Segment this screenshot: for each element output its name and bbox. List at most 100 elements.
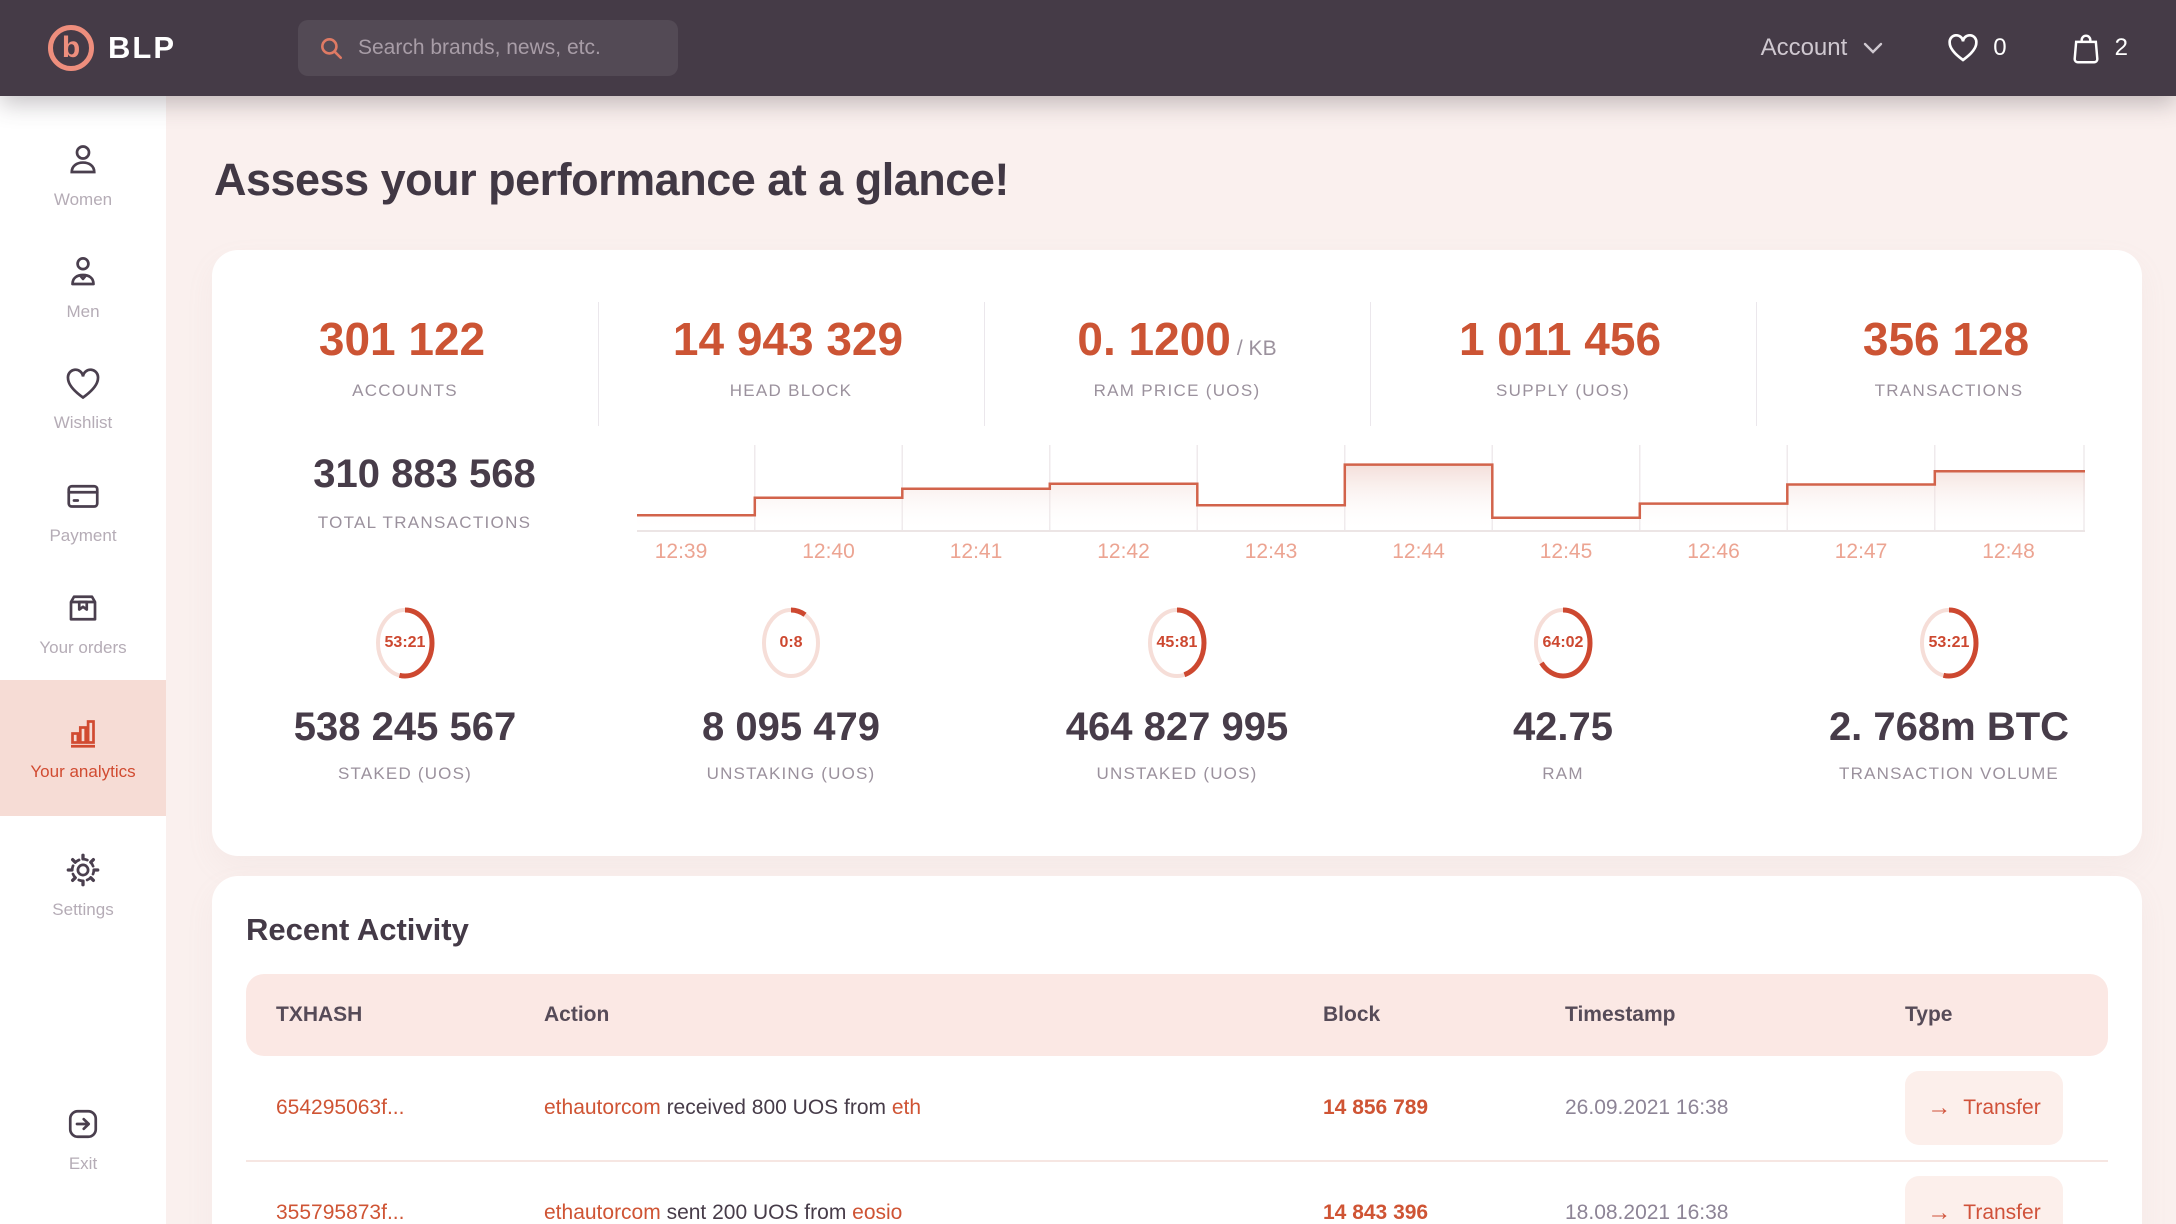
sidebar-item-label: Men: [66, 302, 100, 321]
gauge-transaction-volume: 53:21 2. 768m BTC TRANSACTION VOLUME: [1756, 601, 2142, 784]
transfer-button[interactable]: → Transfer: [1905, 1071, 2063, 1145]
svg-text:12:45: 12:45: [1540, 540, 1593, 563]
account-link[interactable]: ethautorcom: [544, 1201, 661, 1224]
recent-activity-card: Recent Activity TXHASH Action Block Time…: [212, 876, 2142, 1224]
donut-gauge: 64:02: [1525, 601, 1601, 685]
column-header-type: Type: [1905, 1003, 1953, 1026]
bag-icon: [2073, 34, 2099, 64]
sidebar-spacer: [0, 942, 166, 1084]
main-content: Assess your performance at a glance! 301…: [166, 96, 2176, 1224]
stat-label: SUPPLY (UOS): [1495, 381, 1630, 400]
gauge-ring-label: 53:21: [1928, 634, 1970, 651]
txhash-link[interactable]: 355795873f...: [276, 1201, 405, 1224]
sidebar-item-settings[interactable]: Settings: [0, 830, 166, 942]
gauges-row: 53:21 538 245 567 STAKED (UOS) 0:8 8 095…: [212, 601, 2142, 784]
account-menu[interactable]: Account: [1761, 34, 1884, 62]
gauge-value: 42.75: [1512, 705, 1614, 749]
total-transactions-label: TOTAL TRANSACTIONS: [317, 513, 532, 532]
sidebar-item-payment[interactable]: Payment: [0, 456, 166, 568]
table-row[interactable]: 654295063f... ethautorcom received 800 U…: [246, 1056, 2108, 1160]
column-header-action: Action: [544, 1003, 610, 1026]
gauge-value: 2. 768m BTC: [1828, 705, 2070, 749]
chevron-down-icon: [1864, 42, 1883, 54]
kpi-stats-row: 301 122 ACCOUNTS 14 943 329 HEAD BLOCK 0…: [212, 250, 2142, 426]
stat-label: TRANSACTIONS: [1874, 381, 2024, 400]
arrow-right-icon: →: [1927, 1199, 1952, 1224]
action-cell: ethautorcom received 800 UOS from eth: [544, 1096, 922, 1119]
gear-icon: [66, 853, 100, 887]
sidebar-item-label: Settings: [52, 900, 114, 919]
search-input[interactable]: [358, 36, 658, 60]
gauge-staked: 53:21 538 245 567 STAKED (UOS): [212, 601, 598, 784]
svg-text:12:42: 12:42: [1097, 540, 1150, 563]
navbar-actions: Account 0 2: [1761, 32, 2128, 64]
sidebar: Women Men Wishlist Payment Your orders: [0, 96, 166, 1224]
page-title: Assess your performance at a glance!: [214, 154, 1009, 205]
heart-icon: [66, 368, 100, 400]
sidebar-item-your-orders[interactable]: Your orders: [0, 568, 166, 680]
activity-table-header: TXHASH Action Block Timestamp Type: [246, 974, 2108, 1056]
svg-text:12:43: 12:43: [1245, 540, 1298, 563]
stat-value: 301 122: [318, 313, 486, 365]
gauge-label: STAKED (UOS): [337, 764, 473, 783]
transfer-button-label: Transfer: [1963, 1201, 2041, 1224]
arrow-right-icon: →: [1927, 1094, 1952, 1121]
donut-gauge: 53:21: [1911, 601, 1987, 685]
gauge-ring-label: 0:8: [779, 634, 803, 651]
search-icon: [318, 35, 344, 61]
transfer-button-label: Transfer: [1963, 1096, 2041, 1119]
gauge-value: 8 095 479: [702, 705, 880, 749]
gauge-value: 464 827 995: [1065, 705, 1289, 749]
sidebar-item-women[interactable]: Women: [0, 120, 166, 232]
sidebar-item-your-analytics[interactable]: Your analytics: [0, 680, 166, 816]
gauge-ring-label: 64:02: [1542, 634, 1584, 651]
performance-card: 301 122 ACCOUNTS 14 943 329 HEAD BLOCK 0…: [212, 250, 2142, 856]
donut-gauge: 45:81: [1139, 601, 1215, 685]
column-header-timestamp: Timestamp: [1565, 1003, 1676, 1026]
stat-value: 14 943 329: [672, 313, 904, 365]
txhash-link[interactable]: 654295063f...: [276, 1096, 405, 1119]
wishlist-button[interactable]: 0: [1947, 33, 2007, 63]
account-link[interactable]: eth: [891, 1096, 922, 1119]
bar-chart-icon: [71, 720, 95, 748]
sidebar-item-men[interactable]: Men: [0, 232, 166, 344]
brand-logo-text: BLP: [108, 30, 176, 65]
table-row[interactable]: 355795873f... ethautorcom sent 200 UOS f…: [246, 1160, 2108, 1224]
cart-button[interactable]: 2: [2071, 32, 2128, 64]
gauge-unstaked: 45:81 464 827 995 UNSTAKED (UOS): [984, 601, 1370, 784]
column-header-txhash: TXHASH: [276, 1003, 363, 1026]
svg-text:12:41: 12:41: [950, 540, 1003, 563]
brand-logo[interactable]: b BLP: [48, 25, 176, 71]
account-label: Account: [1760, 34, 1848, 61]
recent-activity-title: Recent Activity: [246, 912, 469, 947]
brand-logo-icon: b: [48, 25, 94, 71]
sidebar-item-label: Wishlist: [53, 413, 113, 432]
sidebar-item-wishlist[interactable]: Wishlist: [0, 344, 166, 456]
gauge-label: RAM: [1542, 764, 1584, 783]
gauge-label: UNSTAKED (UOS): [1096, 764, 1258, 783]
account-link[interactable]: eosio: [852, 1201, 903, 1224]
woman-icon: [70, 145, 96, 174]
gauge-unstaking: 0:8 8 095 479 UNSTAKING (UOS): [598, 601, 984, 784]
svg-text:12:40: 12:40: [802, 540, 855, 563]
transfer-button[interactable]: → Transfer: [1905, 1176, 2063, 1224]
stat-label: RAM PRICE (UOS): [1093, 381, 1261, 400]
stat-accounts: 301 122 ACCOUNTS: [212, 312, 598, 401]
svg-text:12:48: 12:48: [1982, 540, 2035, 563]
total-transactions-value: 310 883 568: [313, 452, 536, 496]
block-cell: 14 856 789: [1323, 1096, 1429, 1119]
block-cell: 14 843 396: [1323, 1201, 1429, 1224]
action-cell: ethautorcom sent 200 UOS from eosio: [544, 1201, 903, 1224]
sidebar-item-exit[interactable]: Exit: [0, 1084, 166, 1196]
stat-value: 0. 1200/ KB: [1077, 313, 1277, 365]
donut-gauge: 0:8: [753, 601, 829, 685]
column-header-block: Block: [1323, 1003, 1381, 1026]
stat-transactions: 356 128 TRANSACTIONS: [1756, 302, 2142, 426]
account-link[interactable]: ethautorcom: [544, 1096, 661, 1119]
man-icon: [71, 257, 95, 286]
gauge-value: 538 245 567: [293, 705, 517, 749]
stat-value: 356 128: [1862, 313, 2030, 365]
sidebar-item-label: Your orders: [39, 638, 127, 657]
gauge-ring-label: 53:21: [384, 634, 426, 651]
